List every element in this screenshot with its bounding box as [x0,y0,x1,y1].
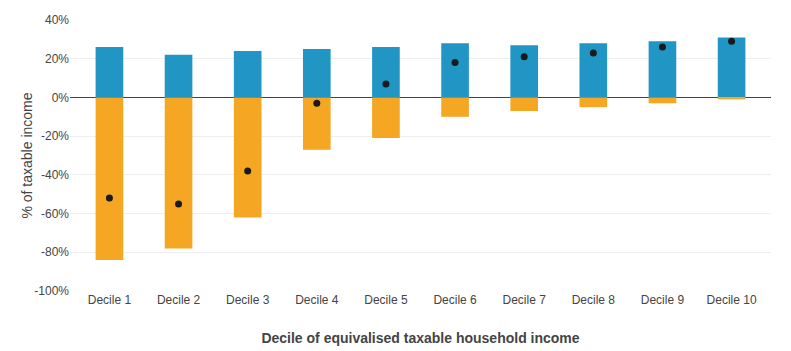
svg-text:Decile 2: Decile 2 [157,293,201,307]
svg-text:Decile 1: Decile 1 [88,293,132,307]
svg-text:-60%: -60% [41,207,69,221]
svg-text:% of taxable income: % of taxable income [19,92,35,218]
svg-text:Decile of equivalised taxable: Decile of equivalised taxable household … [261,330,579,346]
svg-text:20%: 20% [45,52,69,66]
svg-text:Decile 3: Decile 3 [226,293,270,307]
svg-text:-100%: -100% [34,284,69,298]
svg-text:Decile 4: Decile 4 [295,293,339,307]
svg-text:-40%: -40% [41,168,69,182]
svg-text:Decile 5: Decile 5 [364,293,408,307]
svg-text:40%: 40% [45,13,69,27]
svg-text:-20%: -20% [41,129,69,143]
svg-text:Decile 9: Decile 9 [641,293,685,307]
svg-text:-80%: -80% [41,245,69,259]
svg-text:0%: 0% [52,91,70,105]
svg-text:Decile 8: Decile 8 [572,293,616,307]
svg-text:Decile 6: Decile 6 [433,293,477,307]
svg-text:Decile 7: Decile 7 [503,293,547,307]
svg-text:Decile 10: Decile 10 [707,293,757,307]
